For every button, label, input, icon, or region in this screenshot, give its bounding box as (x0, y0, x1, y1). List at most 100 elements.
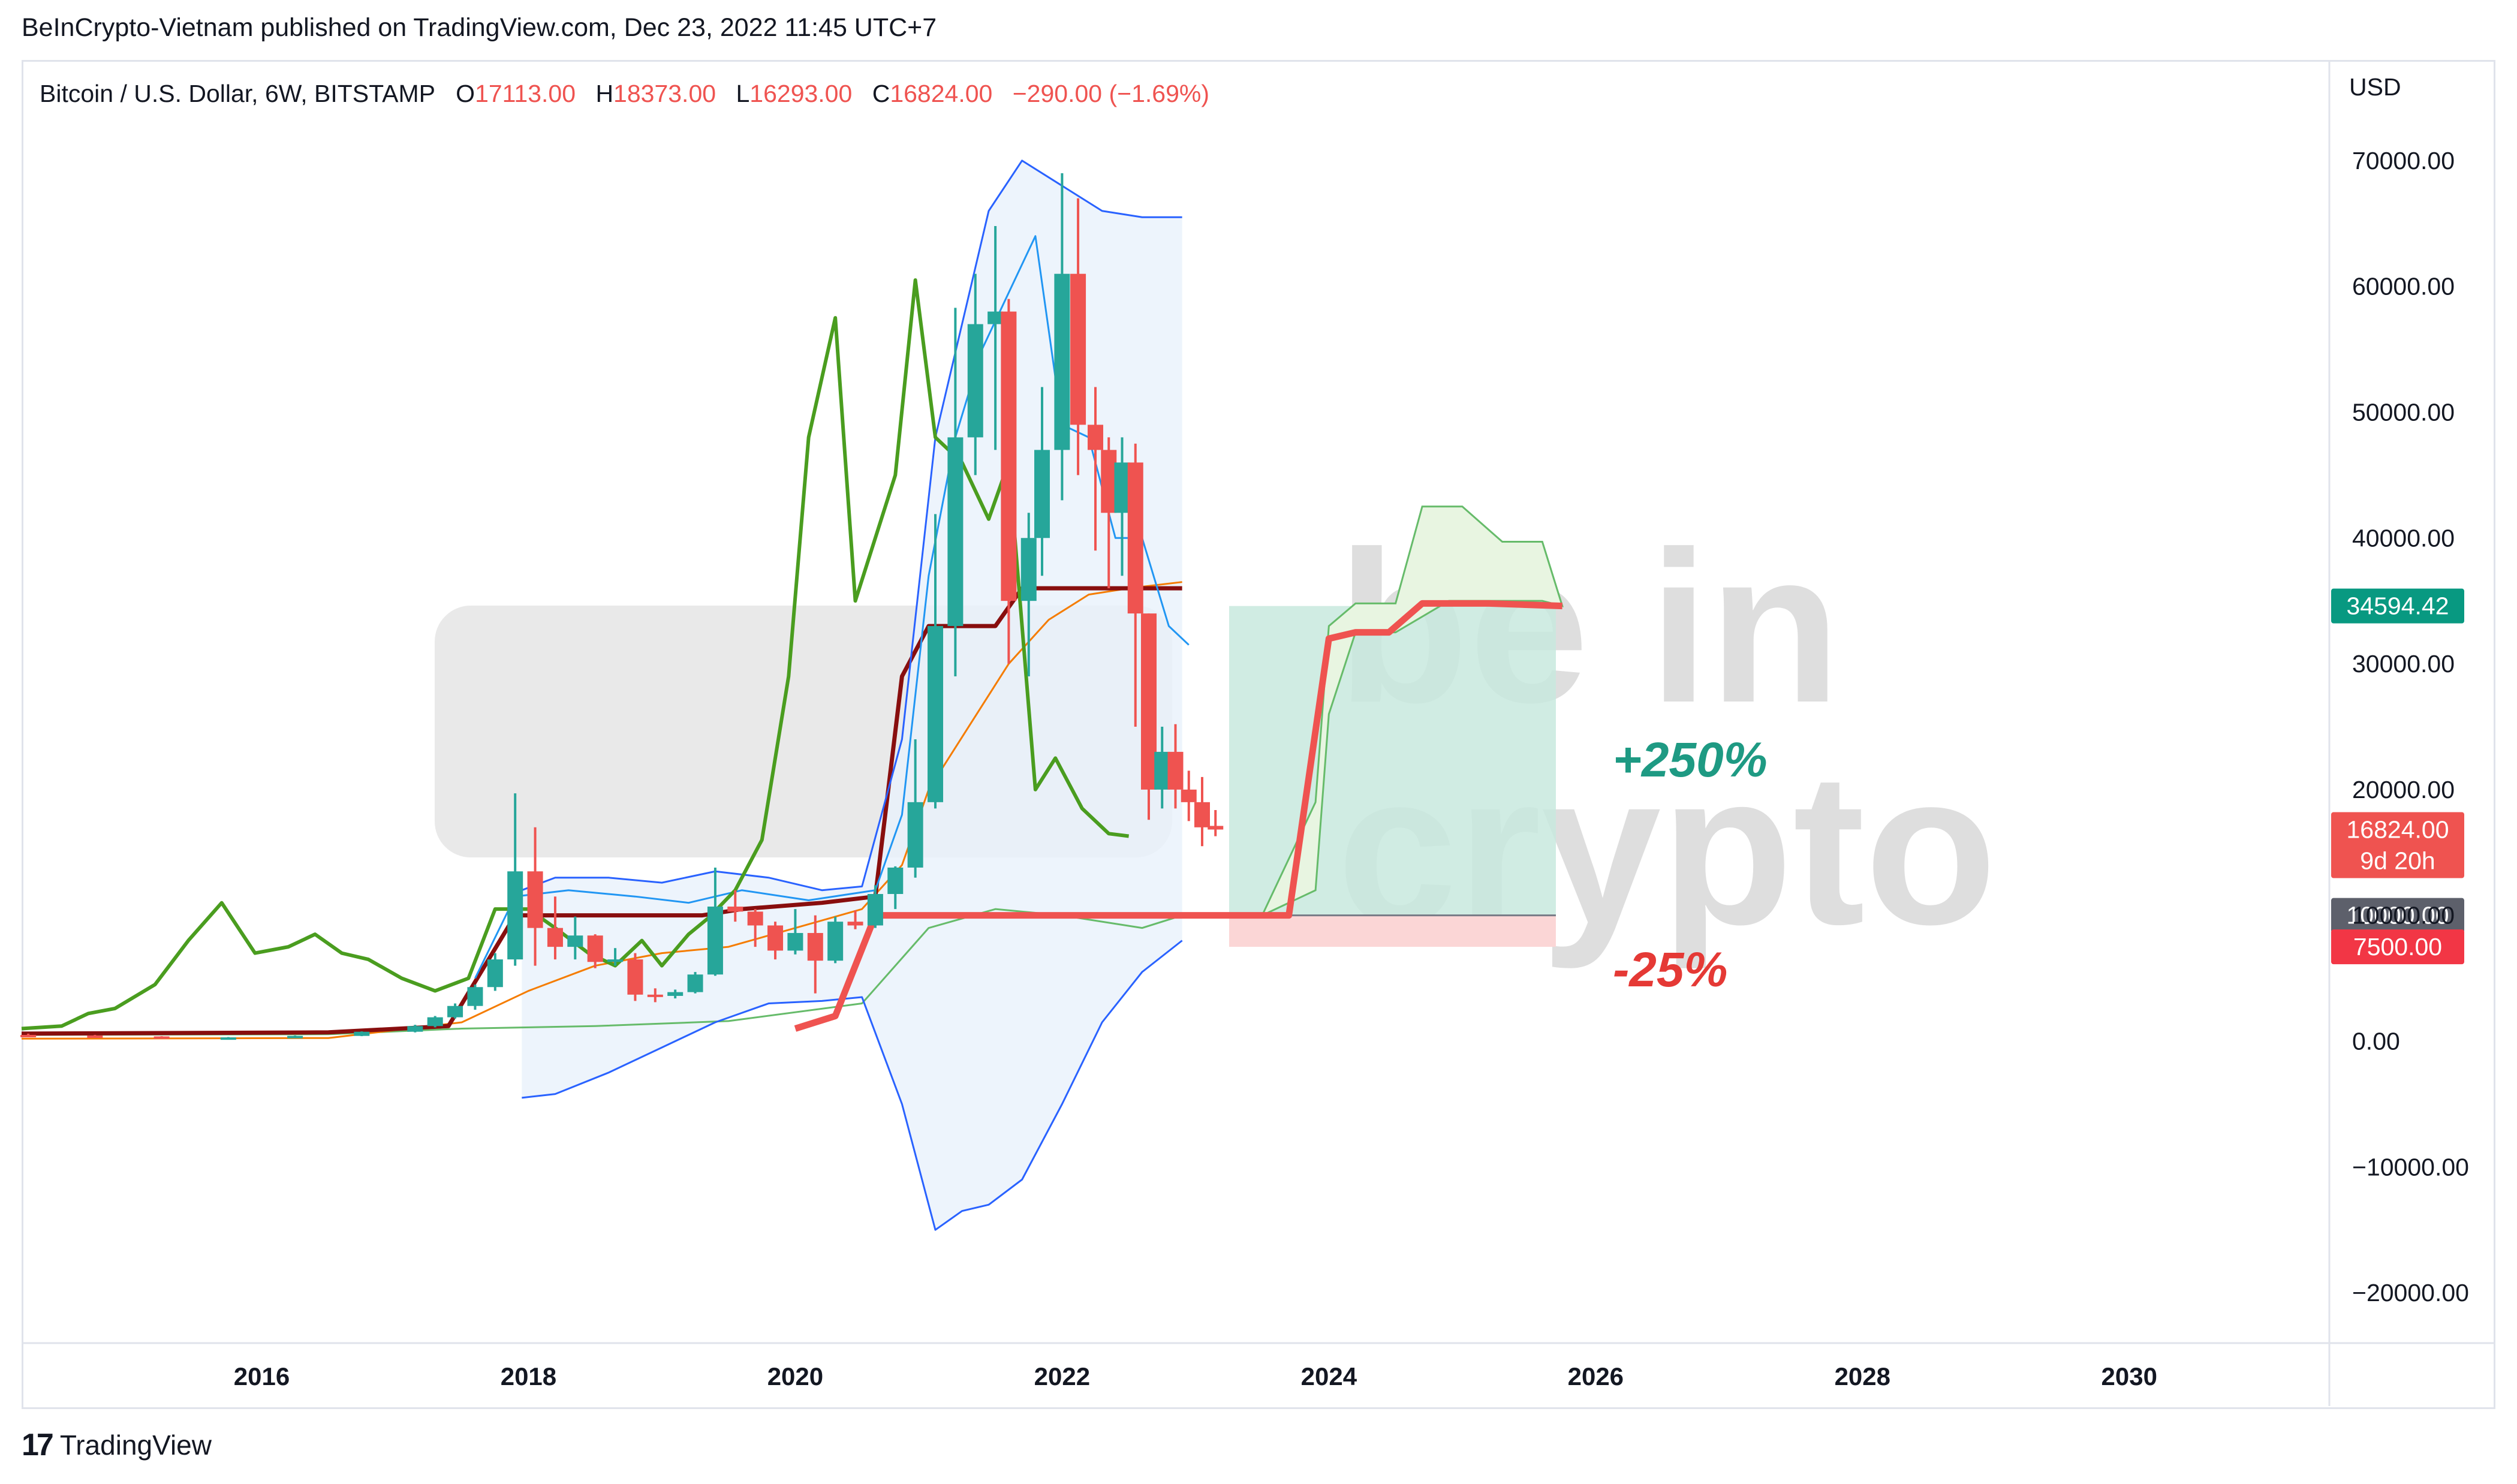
x-tick-label: 2030 (2101, 1362, 2157, 1390)
candle-body (407, 1026, 423, 1032)
symbol-info: Bitcoin / U.S. Dollar, 6W, BITSTAMP O171… (40, 80, 1223, 108)
green-oscillator-line (21, 278, 1130, 1031)
candle-body (747, 911, 763, 926)
x-tick-label: 2028 (1835, 1362, 1890, 1390)
candle-body (587, 935, 603, 962)
change-value: −290.00 (−1.69%) (1012, 80, 1209, 107)
candle-body (687, 974, 703, 992)
y-tick-label: 60000.00 (2352, 273, 2455, 300)
candle-body (1127, 462, 1143, 614)
x-tick-label: 2020 (767, 1362, 823, 1390)
candle-body (1208, 826, 1224, 830)
candle-body (1181, 789, 1197, 802)
target-badge-text: 34594.42 (2346, 592, 2449, 620)
open-value: 17113.00 (475, 80, 576, 107)
y-tick-label: 0.00 (2352, 1027, 2400, 1055)
candle-body (1194, 802, 1210, 827)
candle-body (220, 1037, 236, 1040)
candle-body (287, 1036, 303, 1039)
y-tick-label: 50000.00 (2352, 398, 2455, 426)
candle-body (1020, 538, 1037, 601)
orange-ma-line (21, 581, 1182, 1040)
candle-body (1034, 450, 1050, 538)
y-tick-label: 40000.00 (2352, 524, 2455, 552)
footer-branding[interactable]: 17 TradingView (22, 1427, 212, 1463)
last-price-badge (2331, 812, 2464, 878)
loss-percent-label: -25% (1613, 943, 1727, 997)
candle-body (807, 933, 823, 961)
y-tick-label: 20000.00 (2352, 776, 2455, 803)
candle-body (1141, 613, 1157, 790)
bollinger-mid-line (474, 235, 1190, 979)
high-label: H (595, 80, 614, 107)
countdown-text: 9d 20h (2360, 847, 2435, 874)
close-label: C (872, 80, 890, 107)
open-label: O (456, 80, 475, 107)
profit-percent-label: +250% (1613, 733, 1768, 787)
high-value: 18373.00 (613, 80, 716, 107)
candle-body (607, 959, 624, 962)
candle-body (667, 992, 684, 996)
candle-body (447, 1006, 463, 1018)
candle-body (507, 871, 523, 960)
close-value: 16824.00 (890, 80, 993, 107)
entry-badge (2331, 898, 2464, 933)
bollinger-lower-line (522, 940, 1183, 1231)
candle-body (787, 933, 803, 951)
candle-body (727, 906, 743, 912)
candle-body (527, 871, 543, 928)
candle-body (427, 1017, 443, 1027)
projection-line (794, 600, 1562, 1032)
currency-label[interactable]: USD (2349, 73, 2401, 101)
candle-body (907, 802, 923, 868)
candle-body (1167, 751, 1184, 790)
x-tick-label: 2026 (1568, 1362, 1624, 1390)
candle-body (928, 626, 944, 802)
candle-body (987, 311, 1004, 324)
bollinger-upper-line (521, 159, 1182, 892)
candle-body (567, 935, 583, 947)
candle-body (487, 959, 503, 988)
candle-body (847, 922, 863, 926)
last-price-badge-text: 16824.00 (2346, 815, 2449, 843)
stop-badge (2331, 929, 2464, 965)
candle-body (1070, 273, 1086, 425)
symbol-name[interactable]: Bitcoin / U.S. Dollar, 6W, BITSTAMP (40, 80, 435, 107)
low-label: L (736, 80, 750, 107)
y-tick-label: 70000.00 (2352, 147, 2455, 174)
stop-badge-text: 7500.00 (2353, 933, 2442, 961)
candle-body (153, 1036, 170, 1039)
x-tick-label: 2024 (1301, 1362, 1357, 1390)
candle-body (647, 994, 663, 997)
entry-badge-text: 10000.00 (2346, 902, 2449, 929)
chart-frame (22, 60, 2495, 1409)
candle-body (947, 437, 964, 627)
candle-body (967, 324, 983, 438)
candle-body (354, 1031, 370, 1036)
bollinger-band-fill (522, 160, 1182, 1230)
candle-body (1054, 273, 1070, 450)
candle-body (887, 867, 904, 894)
candle-body (1154, 751, 1170, 790)
y-tick-label: 10000.00 (2352, 902, 2455, 929)
candle-body (1114, 462, 1130, 513)
candle-body (767, 925, 784, 951)
x-tick-label: 2018 (501, 1362, 556, 1390)
publisher-line: BeInCrypto-Vietnam published on TradingV… (22, 13, 937, 42)
y-tick-label: −20000.00 (2352, 1279, 2469, 1307)
low-value: 16293.00 (749, 80, 853, 107)
candle-body (707, 906, 723, 975)
candle-body (827, 922, 844, 961)
candle-body (1101, 450, 1117, 513)
candle-body (467, 987, 483, 1006)
candle-body (1001, 311, 1017, 601)
tradingview-logo-icon: 17 (22, 1428, 54, 1462)
loss-zone (1229, 915, 1556, 947)
x-tick-label: 2016 (234, 1362, 290, 1390)
y-tick-label: −10000.00 (2352, 1153, 2469, 1181)
candle-body (20, 1034, 37, 1037)
target-badge (2331, 588, 2464, 624)
footer-brand-text: TradingView (59, 1429, 212, 1461)
y-tick-label: 30000.00 (2352, 650, 2455, 678)
